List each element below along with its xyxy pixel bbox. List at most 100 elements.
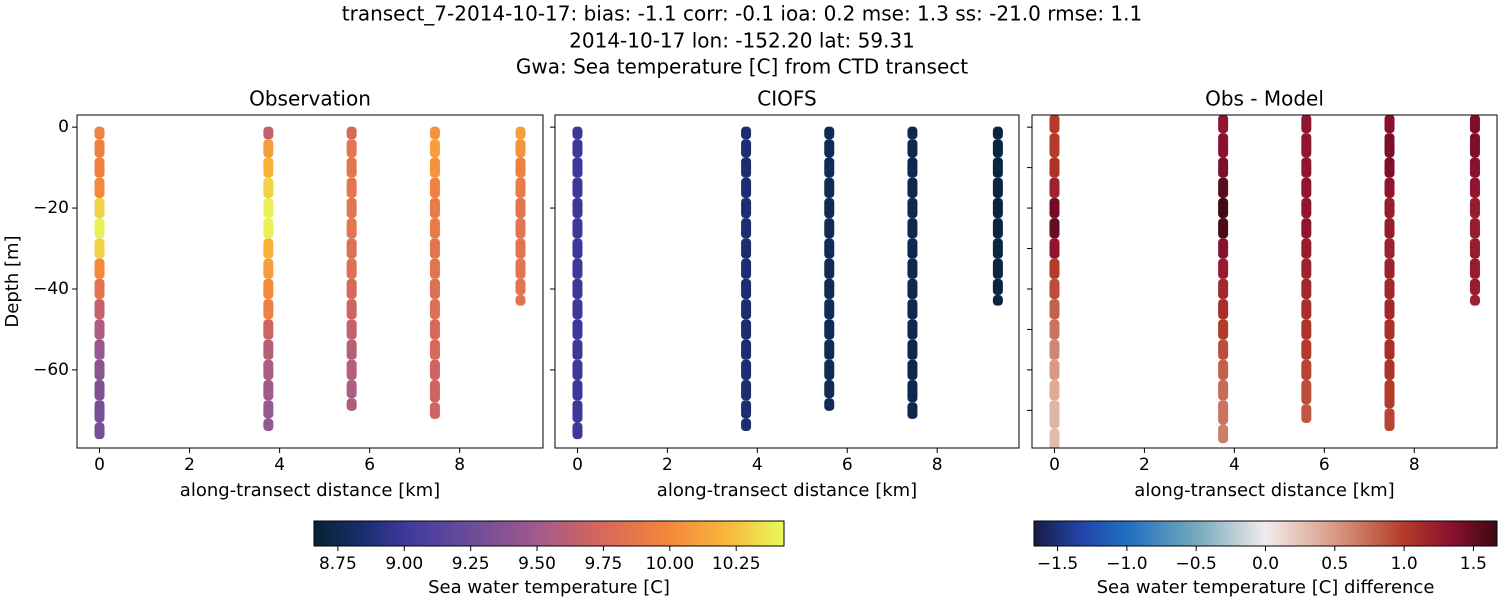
y-tick-label: −40 [33, 279, 69, 299]
data-point [1049, 157, 1060, 178]
colorbar: −1.5 −1.0 −0.5 0.0 0.5 1.0 1.5 Sea water temper… [1033, 520, 1498, 598]
data-point [94, 359, 105, 381]
data-point [572, 359, 583, 381]
data-point [346, 258, 357, 279]
data-point [741, 258, 752, 279]
panel-title: CIOFS [757, 87, 816, 111]
data-point [263, 238, 274, 259]
data-point [263, 258, 274, 279]
data-point [429, 157, 440, 178]
data-point [263, 418, 274, 432]
data-point [1469, 157, 1480, 178]
data-point [907, 177, 918, 198]
data-point [1301, 339, 1312, 360]
colorbar-tick-label: −1.5 [1037, 554, 1078, 574]
data-point [824, 157, 835, 178]
profile-group [572, 126, 1003, 440]
data-point [94, 278, 105, 300]
data-point [1469, 197, 1480, 219]
data-point [1384, 380, 1395, 409]
data-point [1218, 177, 1229, 198]
data-point [263, 218, 274, 239]
colorbar-tick-label: 1.0 [1391, 554, 1418, 574]
data-point [94, 157, 105, 178]
data-point [572, 218, 583, 239]
data-point [572, 177, 583, 198]
data-point [1049, 238, 1060, 259]
data-point [1218, 400, 1229, 425]
x-axis-label: along-transect distance [km] [657, 480, 917, 501]
x-tick-label: 4 [1229, 455, 1240, 475]
data-point [824, 359, 835, 381]
data-point [263, 299, 274, 320]
data-point [94, 299, 105, 320]
data-point [907, 238, 918, 259]
x-tick-label: 6 [842, 455, 853, 475]
y-tick-label: −60 [33, 360, 69, 380]
data-point [1218, 133, 1229, 158]
data-point [94, 139, 105, 158]
data-point [1301, 359, 1312, 381]
data-point [572, 197, 583, 219]
data-point [1469, 238, 1480, 259]
data-point [346, 126, 357, 140]
data-point [429, 278, 440, 300]
data-point [1384, 133, 1395, 158]
data-point [1049, 299, 1060, 320]
colorbar-tick-label: 9.00 [385, 554, 423, 574]
data-point [94, 238, 105, 259]
data-point [346, 398, 357, 411]
figure-title: transect_7-2014-10-17: bias: -1.1 corr: … [342, 2, 1142, 26]
data-point [263, 139, 274, 158]
x-tick-label: 0 [94, 455, 105, 475]
colorbar-tick-label: 8.75 [319, 554, 357, 574]
data-point [741, 418, 752, 432]
data-point [741, 177, 752, 198]
profile-group [1049, 115, 1480, 448]
data-point [907, 359, 918, 381]
data-point [1218, 359, 1229, 381]
data-point [1218, 218, 1229, 239]
data-point [429, 339, 440, 360]
plot-area [1032, 115, 1497, 448]
data-point [1218, 339, 1229, 360]
data-point [1049, 428, 1060, 448]
data-point [429, 238, 440, 259]
x-tick-label: 6 [364, 455, 375, 475]
data-point [992, 295, 1003, 306]
data-point [94, 126, 105, 140]
data-point [824, 218, 835, 239]
data-point [572, 157, 583, 178]
data-point [992, 258, 1003, 279]
data-point [907, 197, 918, 219]
data-point [1384, 218, 1395, 239]
data-point [1301, 238, 1312, 259]
data-point [429, 359, 440, 381]
data-point [94, 319, 105, 340]
plot-area [555, 115, 1019, 448]
data-point [346, 238, 357, 259]
data-point [741, 319, 752, 340]
data-point [992, 139, 1003, 158]
data-point [824, 258, 835, 279]
plot-frame [76, 114, 544, 449]
data-point [94, 177, 105, 198]
data-point [1049, 278, 1060, 300]
data-point [1469, 133, 1480, 158]
data-point [572, 126, 583, 140]
figure-subtitle: 2014-10-17 lon: -152.20 lat: 59.31 [569, 29, 915, 53]
data-point [741, 380, 752, 401]
colorbar-tick-label: 10.25 [712, 554, 761, 574]
data-point [1218, 278, 1229, 300]
data-point [992, 177, 1003, 198]
data-point [741, 400, 752, 419]
data-point [94, 400, 105, 423]
data-point [346, 339, 357, 360]
colorbar-tick-label: −1.0 [1106, 554, 1147, 574]
x-tick-label: 4 [274, 455, 285, 475]
plot-frame [554, 114, 1020, 449]
colorbar-tick-label: 0.5 [1321, 554, 1348, 574]
data-point [1384, 339, 1395, 360]
data-point [1301, 278, 1312, 300]
